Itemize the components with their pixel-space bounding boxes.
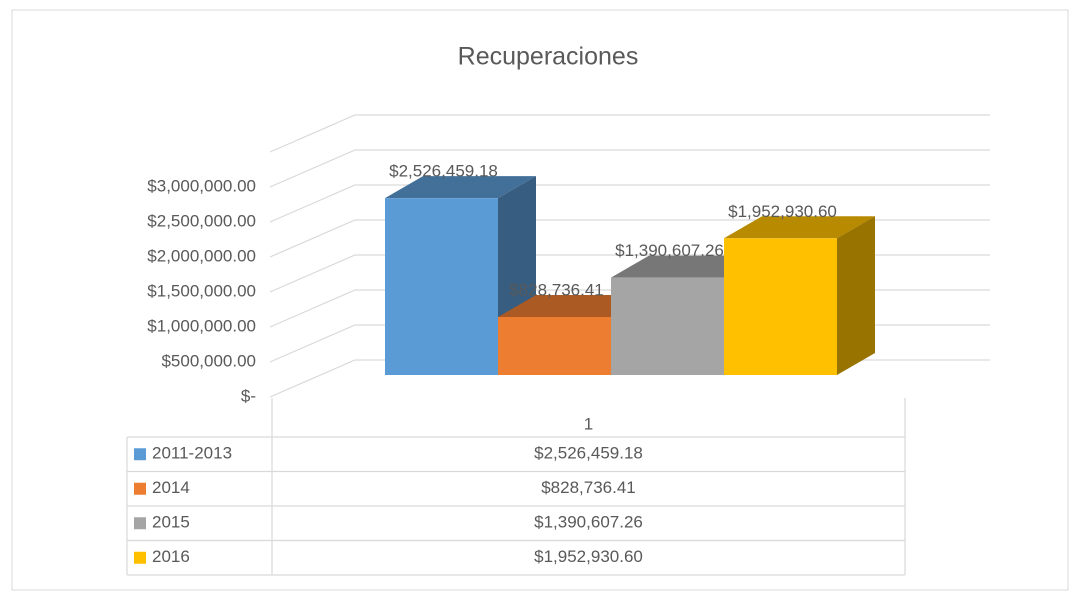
grid-line — [269, 184, 990, 223]
legend-swatch — [134, 482, 146, 495]
data-label: $1,952,930.60 — [728, 202, 837, 221]
legend-label: 2016 — [152, 547, 190, 566]
legend-swatch — [134, 517, 146, 530]
legend-label: 2011-2013 — [152, 444, 232, 463]
data-label: $2,526,459.18 — [389, 162, 498, 181]
legend-label: 2014 — [152, 478, 190, 497]
bar-side — [837, 216, 875, 375]
bar — [385, 198, 498, 375]
y-tick-label: $1,000,000.00 — [147, 316, 256, 335]
bar-top — [385, 176, 536, 199]
bar — [611, 277, 724, 375]
table-cell: $1,390,607.26 — [534, 513, 643, 532]
legend-swatch — [134, 448, 146, 461]
bar — [724, 238, 837, 375]
y-tick-label: $- — [241, 386, 256, 405]
y-tick-label: $500,000.00 — [161, 351, 256, 370]
y-tick-label: $1,500,000.00 — [147, 281, 256, 300]
table-cell: $828,736.41 — [541, 478, 636, 497]
chart-title: Recuperaciones — [458, 43, 639, 71]
y-tick-label: $2,000,000.00 — [147, 246, 256, 265]
y-tick-label: $2,500,000.00 — [147, 211, 256, 230]
grid-line — [269, 149, 990, 188]
legend-swatch — [134, 551, 146, 564]
y-tick-label: $3,000,000.00 — [147, 176, 256, 195]
table-header: 1 — [584, 414, 593, 433]
table-cell: $2,526,459.18 — [534, 444, 643, 463]
data-label: $1,390,607.26 — [615, 241, 724, 260]
wall-edge — [269, 114, 990, 153]
bar — [498, 316, 611, 375]
legend-label: 2015 — [152, 513, 190, 532]
bar-top — [724, 216, 875, 239]
table-cell: $1,952,930.60 — [534, 547, 643, 566]
data-label: $828,736.41 — [509, 280, 604, 299]
